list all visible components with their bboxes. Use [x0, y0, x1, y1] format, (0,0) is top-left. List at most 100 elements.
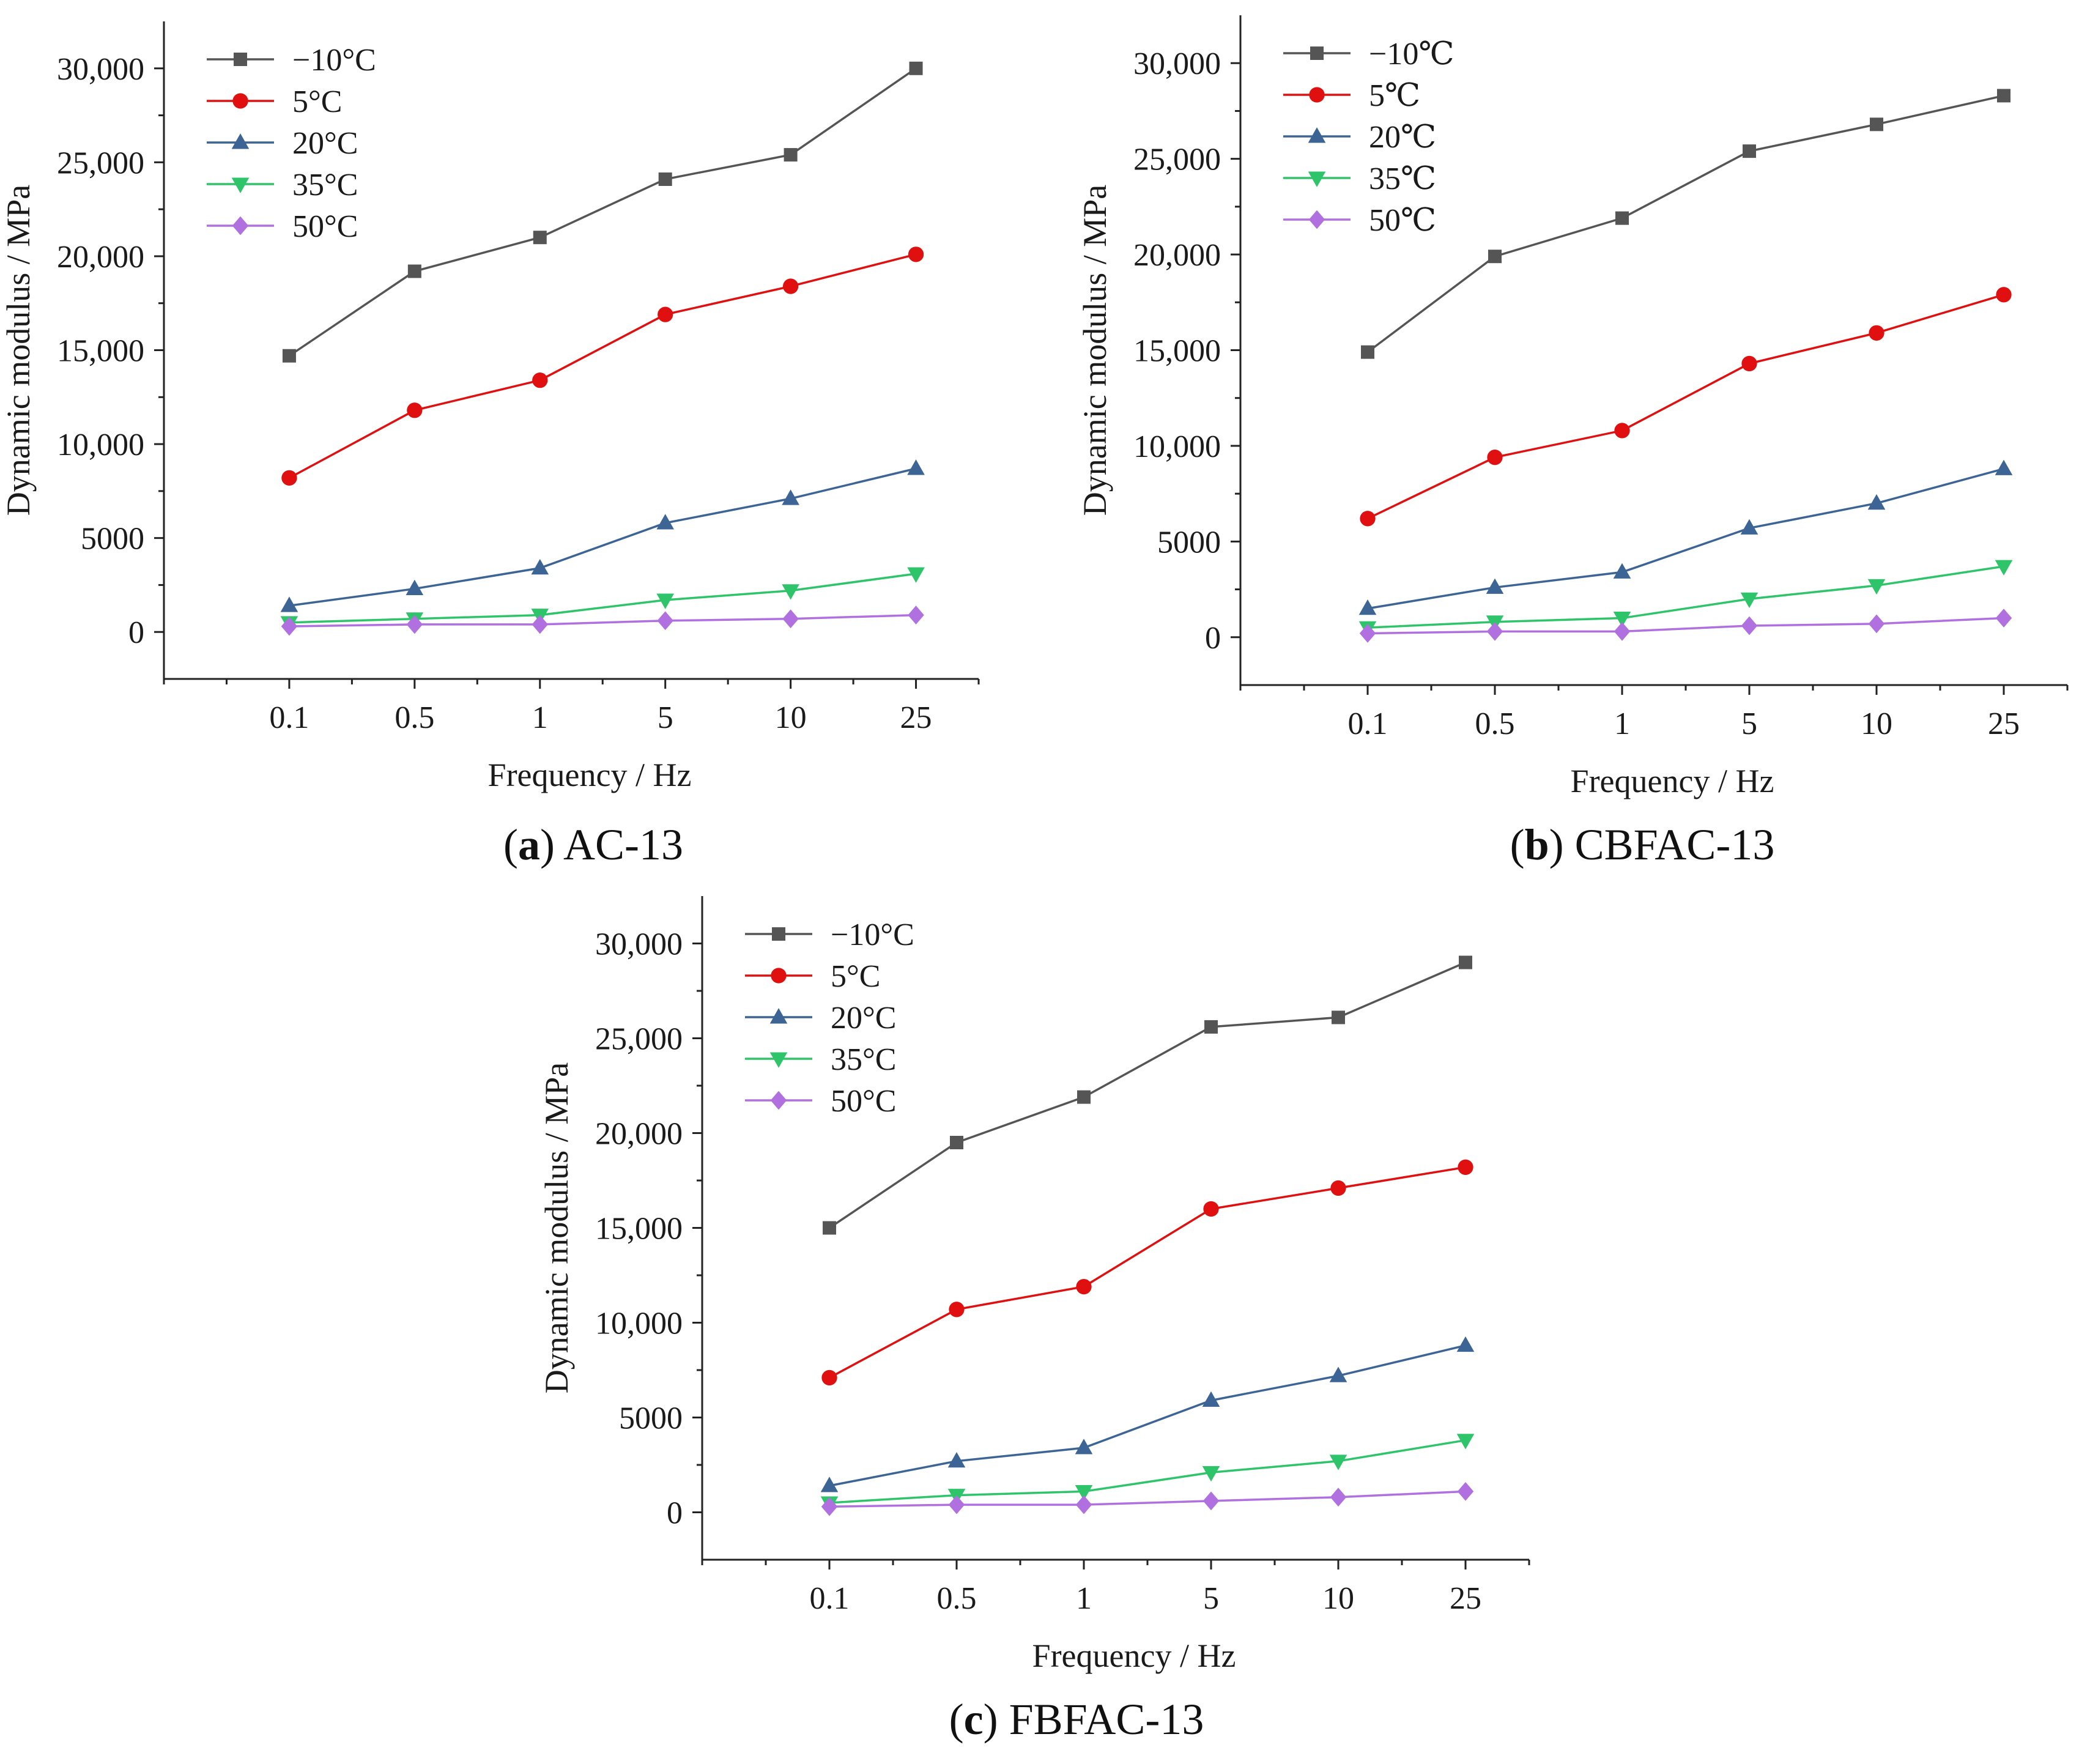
legend-label: 5°C — [292, 84, 342, 119]
x-tick-label: 5 — [1203, 1581, 1219, 1616]
x-tick-label: 0.5 — [1475, 706, 1515, 741]
series-line — [288, 67, 917, 357]
series-line — [829, 961, 1466, 1229]
data-point — [1995, 459, 2013, 475]
data-point — [1075, 1439, 1093, 1455]
legend: −10°C 5°C 20°C 35°C 50°C — [745, 917, 914, 1119]
series-1 — [821, 1159, 1473, 1386]
data-point — [823, 1221, 836, 1235]
caption-c-letter: c — [963, 1695, 984, 1744]
legend-label: −10℃ — [1369, 37, 1455, 72]
caption-b: (b) CBFAC-13 — [1510, 820, 1775, 869]
data-point — [950, 1136, 963, 1149]
data-point — [1488, 250, 1502, 264]
data-point — [406, 579, 424, 596]
x-axis-label: Frequency / Hz — [1032, 1637, 1236, 1674]
x-tick-label: 1 — [532, 700, 548, 735]
x-tick-label: 0.5 — [937, 1581, 977, 1616]
legend-label: 50℃ — [1369, 203, 1436, 238]
legend-label: −10°C — [292, 43, 376, 78]
y-tick-label: 10,000 — [595, 1306, 683, 1341]
y-tick-label: 10,000 — [57, 428, 144, 462]
caption-b-letter: b — [1524, 820, 1549, 869]
data-point — [406, 615, 423, 634]
data-point — [1202, 1391, 1220, 1407]
x-tick-label: 10 — [775, 700, 807, 735]
series-0 — [823, 955, 1472, 1235]
legend-marker — [769, 1052, 788, 1068]
x-tick-label: 5 — [1741, 706, 1757, 741]
data-point — [531, 558, 549, 575]
legend-label: 35°C — [292, 168, 358, 202]
data-point — [949, 1302, 965, 1317]
data-point — [1487, 450, 1503, 465]
legend-label: −10°C — [831, 917, 914, 952]
data-point — [407, 402, 423, 418]
x-axis-label: Frequency / Hz — [1571, 763, 1774, 799]
legend-label: 50°C — [831, 1084, 896, 1119]
series-line — [829, 1166, 1466, 1379]
x-tick-label: 1 — [1614, 706, 1630, 741]
legend-label: 50°C — [292, 209, 358, 244]
data-point — [1332, 1010, 1345, 1025]
series-4 — [821, 1482, 1474, 1516]
y-tick-label: 5000 — [1157, 525, 1221, 560]
series-line — [829, 1344, 1466, 1487]
data-point — [782, 609, 799, 629]
data-point — [658, 172, 672, 186]
data-point — [1615, 211, 1629, 225]
x-tick-label: 25 — [1450, 1581, 1481, 1616]
data-point — [1456, 1336, 1475, 1352]
x-tick-label: 25 — [1988, 706, 2020, 741]
y-tick-label: 30,000 — [1133, 46, 1221, 81]
series-4 — [281, 606, 924, 636]
data-point — [1613, 612, 1631, 628]
data-point — [1869, 325, 1884, 341]
data-point — [947, 1451, 966, 1468]
y-tick-label: 20,000 — [57, 240, 144, 275]
legend-label: 5°C — [831, 959, 880, 994]
legend-marker — [1309, 87, 1325, 103]
data-point — [908, 246, 924, 262]
series-1 — [1360, 287, 2012, 527]
data-point — [1203, 1491, 1220, 1511]
legend-marker — [772, 927, 785, 941]
data-point — [1486, 578, 1504, 594]
y-axis-label: Dynamic modulus / MPa — [1077, 185, 1113, 516]
x-tick-label: 10 — [1861, 706, 1892, 741]
caption-c: (c) FBFAC-13 — [949, 1695, 1204, 1744]
data-point — [1997, 89, 2010, 103]
legend: −10℃ 5℃ 20℃ 35℃ 50℃ — [1283, 37, 1455, 238]
data-point — [1996, 287, 2012, 303]
x-tick-label: 0.1 — [1348, 706, 1388, 741]
x-tick-label: 25 — [900, 700, 932, 735]
data-point — [532, 372, 548, 388]
x-tick-label: 10 — [1322, 1581, 1354, 1616]
y-axis-label: Dynamic modulus / MPa — [538, 1062, 575, 1394]
series-line — [289, 613, 916, 628]
y-tick-label: 15,000 — [1133, 334, 1221, 369]
legend-marker — [232, 216, 249, 235]
legend-marker — [1308, 210, 1325, 229]
caption-a-letter: a — [517, 820, 540, 869]
chart-panel-ac13: 0 5000 10,000 15,000 20,000 25,000 30,000 0.1 0.… — [0, 21, 980, 793]
data-point — [1204, 1020, 1218, 1034]
data-point — [1867, 579, 1886, 595]
data-point — [656, 514, 674, 530]
y-tick-label: 25,000 — [1133, 143, 1221, 177]
data-point — [782, 489, 799, 505]
data-point — [1360, 511, 1376, 527]
data-point — [1358, 599, 1377, 615]
data-point — [948, 1495, 965, 1514]
y-tick-label: 30,000 — [57, 52, 144, 87]
series-1 — [281, 246, 924, 486]
legend-marker — [234, 53, 247, 66]
y-tick-label: 5000 — [619, 1401, 683, 1436]
data-point — [281, 470, 297, 486]
y-tick-label: 20,000 — [1133, 238, 1221, 273]
data-point — [821, 1497, 838, 1516]
series-line — [829, 1490, 1466, 1508]
data-point — [1203, 1201, 1219, 1217]
data-point — [1741, 616, 1758, 636]
data-point — [1329, 1455, 1347, 1470]
